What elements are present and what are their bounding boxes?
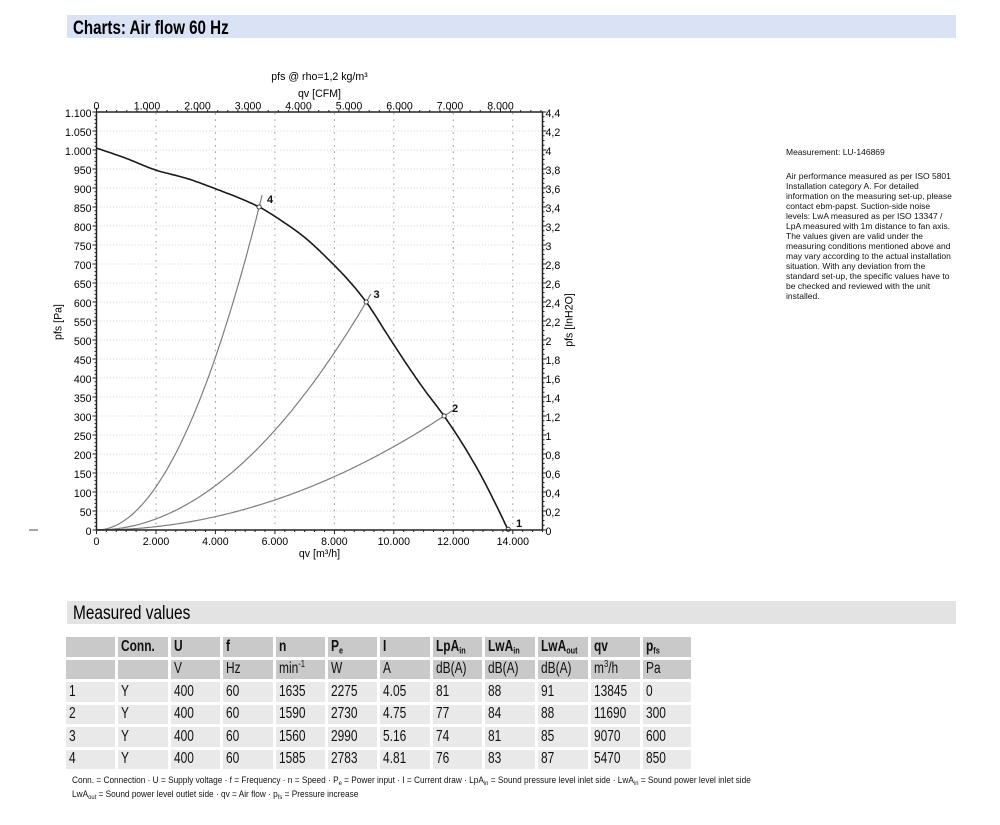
svg-text:750: 750 [74,241,92,253]
svg-text:1.100: 1.100 [65,108,92,120]
svg-text:2,4: 2,4 [546,298,561,310]
svg-text:100: 100 [74,488,92,500]
svg-text:0,4: 0,4 [546,488,561,500]
svg-text:2: 2 [452,403,458,415]
svg-text:850: 850 [74,203,92,215]
svg-text:4: 4 [267,194,274,206]
svg-text:1: 1 [546,431,552,443]
svg-text:150: 150 [74,469,92,481]
svg-text:2.000: 2.000 [184,100,211,112]
svg-text:0,2: 0,2 [546,507,561,519]
svg-text:2: 2 [546,336,552,348]
svg-text:3.000: 3.000 [235,100,262,112]
svg-text:1.050: 1.050 [65,127,92,139]
svg-text:8.000: 8.000 [487,100,514,112]
svg-text:50: 50 [80,507,92,519]
svg-text:500: 500 [74,336,92,348]
svg-text:pfs [Pa]: pfs [Pa] [53,304,65,340]
svg-text:1.000: 1.000 [65,146,92,158]
svg-text:4: 4 [546,146,552,158]
svg-text:6.000: 6.000 [262,536,289,548]
svg-text:3: 3 [374,289,380,301]
svg-text:qv [m³/h]: qv [m³/h] [299,548,340,560]
svg-text:12.000: 12.000 [437,536,470,548]
svg-text:2,6: 2,6 [546,279,561,291]
svg-text:14.000: 14.000 [497,536,530,548]
svg-text:pfs [InH2O]: pfs [InH2O] [564,293,576,347]
svg-text:550: 550 [74,317,92,329]
svg-text:1.000: 1.000 [134,100,161,112]
svg-text:950: 950 [74,165,92,177]
svg-text:3,8: 3,8 [546,165,561,177]
svg-text:1,2: 1,2 [546,412,561,424]
svg-text:0: 0 [86,526,92,538]
svg-text:5.000: 5.000 [336,100,363,112]
svg-text:1: 1 [516,518,522,530]
svg-text:400: 400 [74,374,92,386]
svg-text:10.000: 10.000 [378,536,411,548]
svg-text:3: 3 [546,241,552,253]
svg-text:650: 650 [74,279,92,291]
svg-text:7.000: 7.000 [437,100,464,112]
svg-text:800: 800 [74,222,92,234]
svg-text:2,8: 2,8 [546,260,561,272]
svg-text:200: 200 [74,450,92,462]
svg-text:8.000: 8.000 [321,536,348,548]
svg-text:4.000: 4.000 [285,100,312,112]
svg-text:0,8: 0,8 [546,450,561,462]
svg-text:3,4: 3,4 [546,203,561,215]
svg-text:250: 250 [74,431,92,443]
svg-text:4,2: 4,2 [546,127,561,139]
svg-text:0,6: 0,6 [546,469,561,481]
svg-text:2,2: 2,2 [546,317,561,329]
svg-text:0: 0 [546,526,552,538]
svg-text:900: 900 [74,184,92,196]
svg-text:qv [CFM]: qv [CFM] [298,88,341,100]
svg-text:0: 0 [94,536,100,548]
svg-text:3,6: 3,6 [546,184,561,196]
svg-text:1,8: 1,8 [546,355,561,367]
svg-text:700: 700 [74,260,92,272]
svg-text:3,2: 3,2 [546,222,561,234]
svg-text:1,4: 1,4 [546,393,561,405]
svg-text:300: 300 [74,412,92,424]
svg-text:0: 0 [94,100,100,112]
svg-text:pfs @ rho=1,2 kg/m³: pfs @ rho=1,2 kg/m³ [271,71,368,83]
svg-text:600: 600 [74,298,92,310]
svg-text:450: 450 [74,355,92,367]
svg-text:6.000: 6.000 [386,100,413,112]
svg-text:4,4: 4,4 [546,108,561,120]
svg-text:4.000: 4.000 [202,536,229,548]
svg-text:2.000: 2.000 [143,536,170,548]
svg-text:350: 350 [74,393,92,405]
svg-text:1,6: 1,6 [546,374,561,386]
